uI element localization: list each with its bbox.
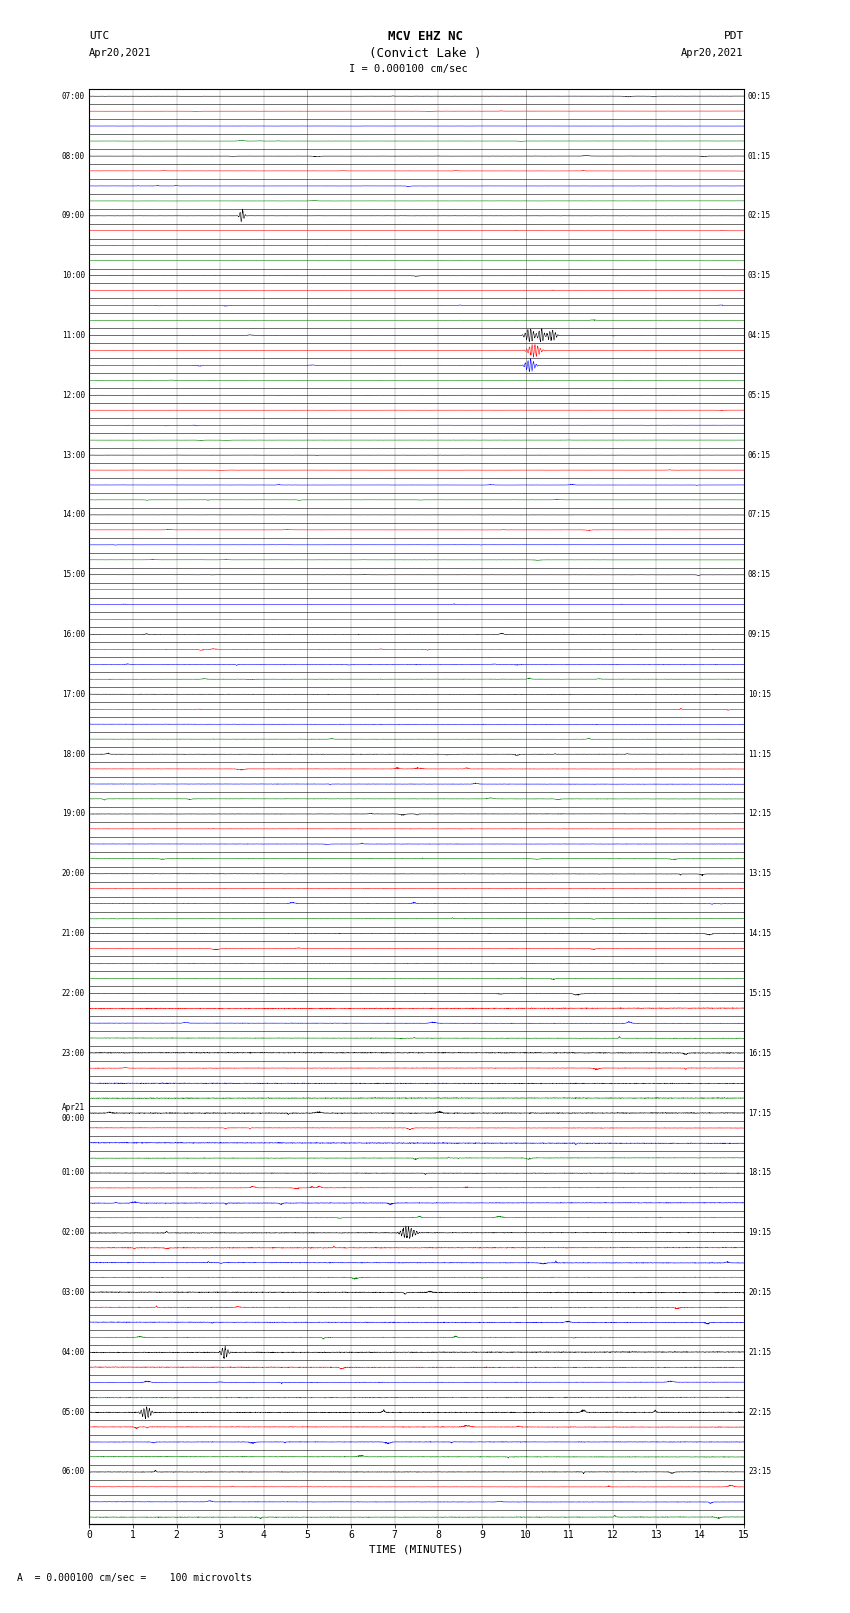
Text: 08:15: 08:15 — [748, 571, 771, 579]
Text: 19:00: 19:00 — [62, 810, 85, 818]
Text: PDT: PDT — [723, 31, 744, 42]
Text: 14:00: 14:00 — [62, 510, 85, 519]
Text: 17:15: 17:15 — [748, 1108, 771, 1118]
Text: 09:00: 09:00 — [62, 211, 85, 221]
X-axis label: TIME (MINUTES): TIME (MINUTES) — [369, 1544, 464, 1553]
Text: 23:15: 23:15 — [748, 1468, 771, 1476]
Text: 02:15: 02:15 — [748, 211, 771, 221]
Text: (Convict Lake ): (Convict Lake ) — [369, 47, 481, 60]
Text: 03:00: 03:00 — [62, 1289, 85, 1297]
Text: 22:15: 22:15 — [748, 1408, 771, 1416]
Text: Apr21
00:00: Apr21 00:00 — [62, 1103, 85, 1123]
Text: 18:15: 18:15 — [748, 1168, 771, 1177]
Text: MCV EHZ NC: MCV EHZ NC — [388, 29, 462, 44]
Text: 20:00: 20:00 — [62, 869, 85, 879]
Text: 06:00: 06:00 — [62, 1468, 85, 1476]
Text: 01:00: 01:00 — [62, 1168, 85, 1177]
Text: 06:15: 06:15 — [748, 450, 771, 460]
Text: I = 0.000100 cm/sec: I = 0.000100 cm/sec — [348, 65, 468, 74]
Text: 11:15: 11:15 — [748, 750, 771, 758]
Text: 08:00: 08:00 — [62, 152, 85, 161]
Text: 17:00: 17:00 — [62, 690, 85, 698]
Text: 03:15: 03:15 — [748, 271, 771, 281]
Text: 13:00: 13:00 — [62, 450, 85, 460]
Text: 11:00: 11:00 — [62, 331, 85, 340]
Text: Apr20,2021: Apr20,2021 — [681, 48, 744, 58]
Text: 13:15: 13:15 — [748, 869, 771, 879]
Text: 14:15: 14:15 — [748, 929, 771, 939]
Text: 16:15: 16:15 — [748, 1048, 771, 1058]
Text: 12:00: 12:00 — [62, 390, 85, 400]
Text: Apr20,2021: Apr20,2021 — [89, 48, 152, 58]
Text: 21:15: 21:15 — [748, 1348, 771, 1357]
Text: 01:15: 01:15 — [748, 152, 771, 161]
Text: A  = 0.000100 cm/sec =    100 microvolts: A = 0.000100 cm/sec = 100 microvolts — [17, 1573, 252, 1582]
Text: 04:15: 04:15 — [748, 331, 771, 340]
Text: 12:15: 12:15 — [748, 810, 771, 818]
Text: 18:00: 18:00 — [62, 750, 85, 758]
Text: 07:15: 07:15 — [748, 510, 771, 519]
Text: 09:15: 09:15 — [748, 631, 771, 639]
Text: 05:00: 05:00 — [62, 1408, 85, 1416]
Text: 16:00: 16:00 — [62, 631, 85, 639]
Text: 23:00: 23:00 — [62, 1048, 85, 1058]
Text: 00:15: 00:15 — [748, 92, 771, 100]
Text: 15:15: 15:15 — [748, 989, 771, 998]
Text: 02:00: 02:00 — [62, 1227, 85, 1237]
Text: 10:15: 10:15 — [748, 690, 771, 698]
Text: 07:00: 07:00 — [62, 92, 85, 100]
Text: UTC: UTC — [89, 31, 110, 42]
Text: 04:00: 04:00 — [62, 1348, 85, 1357]
Text: 19:15: 19:15 — [748, 1227, 771, 1237]
Text: 22:00: 22:00 — [62, 989, 85, 998]
Text: 05:15: 05:15 — [748, 390, 771, 400]
Text: 10:00: 10:00 — [62, 271, 85, 281]
Text: 20:15: 20:15 — [748, 1289, 771, 1297]
Text: 21:00: 21:00 — [62, 929, 85, 939]
Text: 15:00: 15:00 — [62, 571, 85, 579]
